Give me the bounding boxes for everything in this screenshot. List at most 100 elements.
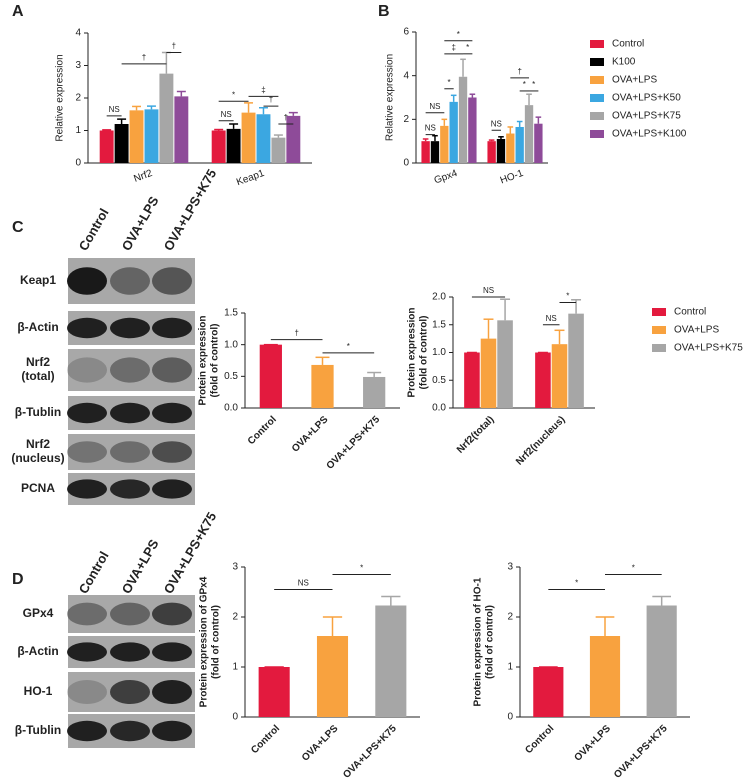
y-tick-label: 0.0 [224, 403, 238, 414]
significance-label: * [566, 292, 569, 301]
bar [568, 313, 584, 408]
significance-label: ‡ [261, 85, 265, 94]
blot-band [152, 357, 192, 383]
blot-band [110, 357, 150, 383]
legend-swatch [652, 326, 666, 334]
y-axis-label: Protein expression [407, 307, 418, 397]
legend-swatch [590, 40, 604, 48]
significance-label: NS [546, 314, 557, 323]
panel-letter: A [12, 3, 24, 20]
significance-label: * [457, 30, 460, 39]
blot-row-label: β-Actin [17, 320, 58, 334]
legend-label: OVA+LPS+K75 [612, 111, 681, 122]
y-axis-label: Relative expression [55, 54, 66, 141]
bar [440, 125, 449, 163]
panel-letter: C [12, 219, 24, 236]
x-tick-label: OVA+LPS [290, 414, 331, 455]
y-tick-label: 1.5 [432, 319, 446, 330]
blot-row-label: Nrf2 [26, 355, 50, 369]
blot-band [152, 441, 192, 463]
blot-band [67, 402, 107, 424]
significance-label: * [532, 80, 535, 89]
significance-label: * [523, 80, 526, 89]
bar [375, 605, 407, 717]
significance-label: * [632, 564, 635, 573]
bar [535, 352, 551, 408]
legend-label: K100 [612, 57, 636, 68]
x-tick-label: Nrf2 [132, 168, 154, 185]
y-tick-label: 4 [75, 28, 81, 39]
blot-band [152, 317, 192, 339]
blot-column-label: OVA+LPS+K75 [161, 509, 220, 596]
blot-column-label: OVA+LPS [119, 536, 162, 596]
x-tick-label: Nrf2(total) [455, 414, 497, 456]
significance-label: * [447, 78, 450, 87]
legend-swatch [590, 130, 604, 138]
significance-label: NS [429, 102, 440, 111]
significance-label: NS [425, 124, 436, 133]
legend-label: OVA+LPS+K100 [612, 129, 687, 140]
legend-swatch [590, 112, 604, 120]
bar [524, 105, 534, 163]
y-tick-label: 1.0 [224, 339, 238, 350]
bar [316, 636, 349, 717]
blot-band [152, 267, 192, 295]
bar [271, 137, 286, 163]
bar [211, 130, 226, 163]
blot-band [110, 317, 150, 339]
blot-column-label: Control [76, 549, 112, 597]
y-tick-label: 1.0 [432, 347, 446, 358]
legend-label: Control [612, 39, 644, 50]
y-tick-label: 1 [75, 125, 81, 136]
significance-label: * [232, 90, 235, 99]
significance-label: ‡ [451, 43, 455, 52]
y-tick-label: 0 [403, 158, 409, 169]
blot-band [110, 441, 150, 463]
legend-label: Control [674, 307, 706, 318]
bar [646, 605, 677, 717]
blot-band [152, 402, 192, 424]
blot-band [152, 642, 192, 662]
bar [259, 344, 282, 408]
legend-swatch [590, 58, 604, 66]
x-tick-label: Nrf2(nucleus) [514, 414, 567, 467]
legend-label: OVA+LPS [674, 325, 719, 336]
y-tick-label: 2 [507, 612, 513, 623]
x-tick-label: OVA+LPS [573, 723, 614, 764]
bar [430, 141, 440, 163]
significance-label: † [269, 95, 273, 104]
y-axis-label: (fold of control) [485, 605, 496, 679]
bar [174, 96, 189, 163]
significance-label: NS [221, 110, 232, 119]
blot-row-label: β-Tublin [15, 723, 61, 737]
y-tick-label: 1 [232, 662, 238, 673]
blot-band [110, 680, 150, 704]
legend-swatch [652, 344, 666, 352]
y-tick-label: 0 [75, 158, 81, 169]
legend-label: OVA+LPS+K75 [674, 343, 743, 354]
blot-row-label: (total) [21, 369, 54, 383]
blot-band [110, 402, 150, 424]
significance-label: * [360, 564, 363, 573]
bar [241, 112, 256, 163]
blot-band [67, 357, 107, 383]
blot-band [110, 642, 150, 662]
bar [99, 130, 114, 163]
bar [159, 73, 174, 163]
y-tick-label: 4 [403, 70, 409, 81]
blot-row-label: HO-1 [24, 684, 53, 698]
x-tick-label: OVA+LPS+K75 [341, 723, 399, 781]
x-tick-label: OVA+LPS+K75 [325, 414, 383, 472]
y-tick-label: 2.0 [432, 292, 446, 303]
y-tick-label: 2 [403, 114, 409, 125]
bar [129, 110, 144, 163]
bar [363, 376, 386, 408]
blot-band [152, 602, 192, 626]
blot-band [67, 642, 107, 662]
blot-band [152, 479, 192, 499]
blot-band [67, 602, 107, 626]
blot-column-label: OVA+LPS [119, 193, 162, 253]
significance-label: * [347, 342, 350, 351]
blot-band [67, 680, 107, 704]
